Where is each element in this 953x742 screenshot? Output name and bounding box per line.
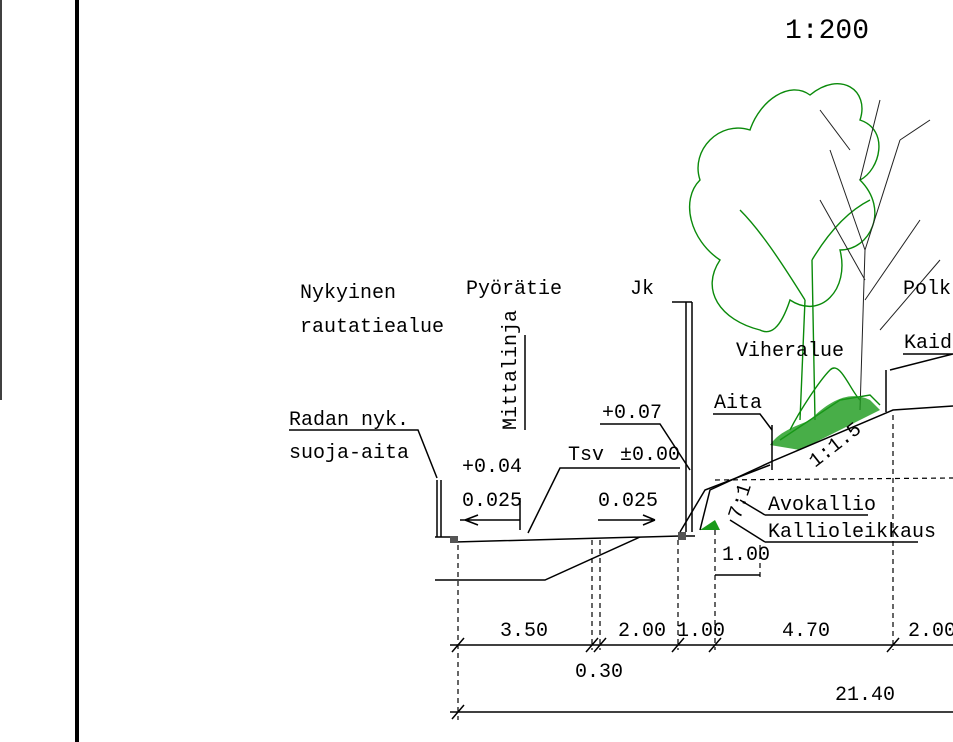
label: +0.04	[462, 456, 522, 479]
dimension: 2.00	[618, 620, 666, 643]
dimension: 3.50	[500, 620, 548, 643]
dimension: 21.40	[835, 684, 895, 707]
dimension: 1.00	[677, 620, 725, 643]
label: Polk	[903, 278, 951, 301]
label: +0.07	[602, 402, 662, 425]
label: 7:1	[725, 481, 758, 522]
texts: 1:200 Nykyinen rautatiealue Pyörätie Jk …	[289, 16, 953, 707]
dimension-lines	[289, 335, 953, 720]
label: Kallioleikkaus	[768, 521, 936, 544]
label: Nykyinen	[300, 282, 396, 305]
label: Mittalinja	[500, 310, 523, 430]
section	[435, 301, 953, 581]
label: 0.025	[598, 490, 658, 513]
dimension: 0.30	[575, 661, 623, 684]
label: Pyörätie	[466, 278, 562, 301]
dimension: 4.70	[782, 620, 830, 643]
label: Jk	[630, 278, 654, 301]
dimension: 2.00	[908, 620, 953, 643]
label: Viheralue	[736, 340, 844, 363]
frame	[0, 0, 79, 742]
label: Kaid	[904, 332, 952, 355]
label: Radan nyk.	[289, 409, 409, 432]
label: 1.00	[722, 544, 770, 567]
label: rautatiealue	[300, 316, 444, 339]
label: Aita	[714, 392, 762, 415]
label: ±0.00	[620, 444, 680, 467]
label: Avokallio	[768, 494, 876, 517]
label: 0.025	[462, 490, 522, 513]
label: Tsv	[568, 444, 604, 467]
label: suoja-aita	[289, 442, 409, 465]
trees	[688, 83, 941, 530]
scale: 1:200	[785, 16, 869, 47]
